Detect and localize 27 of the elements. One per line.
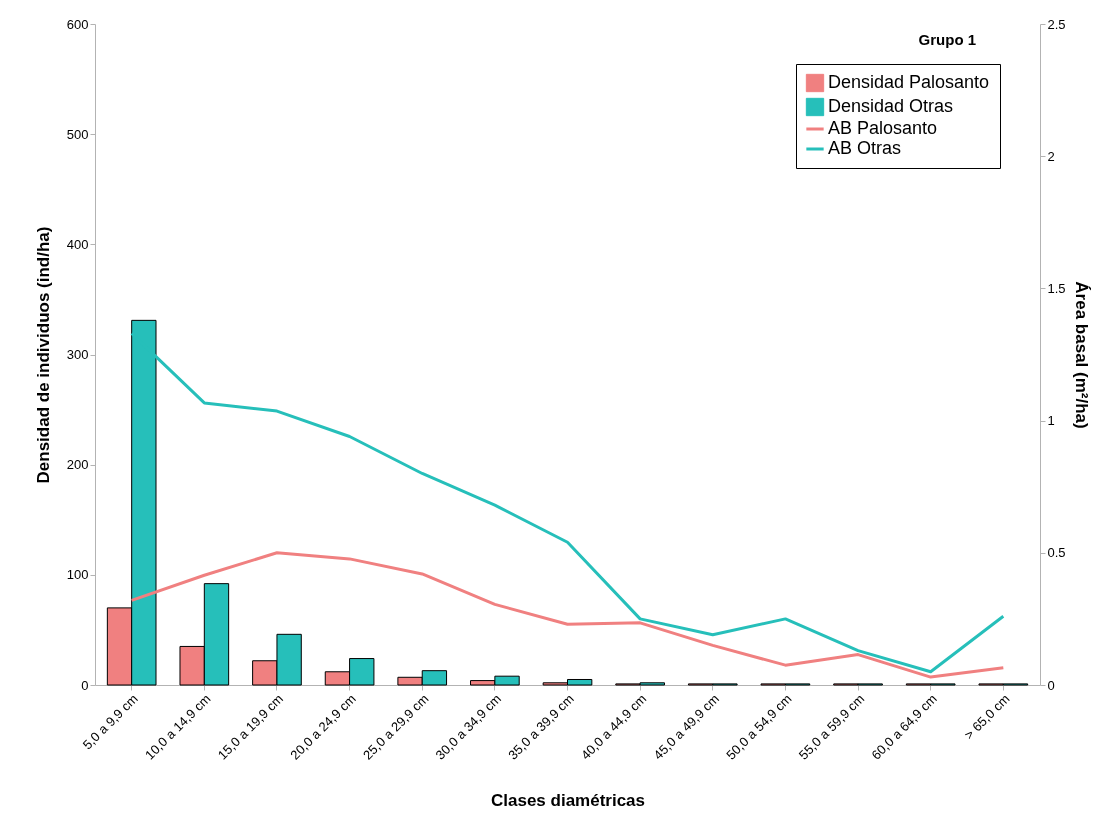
x-tick-label: > 65,0 cm [961, 691, 1013, 743]
y-tick-label: 600 [66, 16, 89, 32]
y2-tick-label: 0 [1047, 677, 1055, 693]
y-tick-label: 100 [66, 567, 89, 583]
x-tick-label: 60,0 a 64,9 cm [868, 691, 940, 763]
y-tick-label: 400 [66, 236, 89, 252]
legend-label: Densidad Palosanto [828, 72, 990, 92]
x-tick-label: 5,0 a 9,9 cm [79, 691, 141, 753]
y2-tick-label: 1.5 [1047, 280, 1066, 296]
x-tick-label: 40,0 a 44,9 cm [577, 691, 650, 763]
y-axis-title: Densidad de individuos (ind/ha) [33, 226, 53, 484]
y2-axis-title: Área basal (m²/ha) [1071, 281, 1091, 429]
y-tick-label: 200 [66, 457, 89, 473]
legend-label: AB Palosanto [828, 118, 938, 138]
y-tick-label: 300 [66, 347, 89, 362]
text: Grupo 1 [918, 31, 977, 48]
y2-tick-label: 1 [1047, 413, 1055, 429]
y-tick-label: 500 [66, 126, 89, 142]
y-tick-label: 0 [81, 677, 89, 693]
x-tick-label: 45,0 a 49,9 cm [650, 691, 722, 763]
x-axis-title: Clases diamétricas [490, 790, 646, 810]
legend-label: Densidad Otras [828, 96, 954, 116]
line-series [130, 551, 1005, 679]
y2-tick-label: 0.5 [1047, 545, 1066, 561]
legend-label: AB Otras [828, 138, 902, 158]
y2-tick-label: 2 [1047, 148, 1055, 164]
y2-tick-label: 2.5 [1047, 16, 1066, 32]
